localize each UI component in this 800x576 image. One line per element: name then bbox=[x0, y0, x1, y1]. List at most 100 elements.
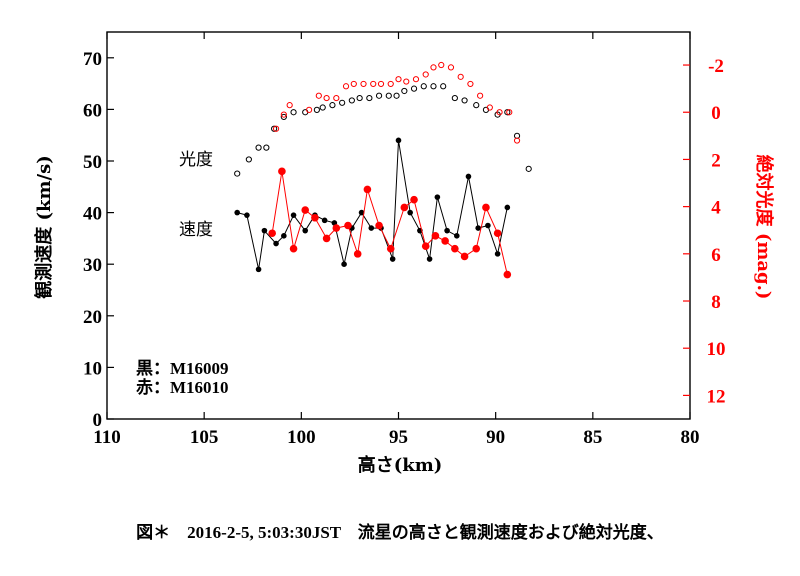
x-tick-label: 100 bbox=[287, 427, 316, 448]
data-point bbox=[358, 209, 365, 216]
y-right-tick-label: 6 bbox=[711, 245, 721, 266]
x-tick-label: 80 bbox=[681, 427, 700, 448]
y-right-tick-label: 4 bbox=[711, 198, 721, 219]
series-layer bbox=[234, 61, 532, 279]
data-point bbox=[477, 92, 484, 99]
data-point bbox=[434, 194, 441, 200]
data-point bbox=[473, 102, 480, 109]
x-tick-label: 95 bbox=[389, 427, 408, 448]
data-point bbox=[438, 61, 445, 69]
data-point bbox=[255, 144, 262, 151]
data-point bbox=[301, 206, 310, 214]
data-point bbox=[494, 251, 501, 257]
y-right-tick-label: 8 bbox=[711, 292, 721, 313]
data-point bbox=[356, 94, 363, 102]
data-point bbox=[289, 244, 298, 253]
data-point bbox=[461, 97, 468, 104]
y-right-tick-label: 10 bbox=[707, 339, 726, 360]
data-point bbox=[377, 80, 385, 88]
data-point bbox=[460, 252, 469, 261]
x-tick-label: 85 bbox=[583, 427, 602, 448]
data-point bbox=[467, 80, 474, 88]
data-point bbox=[387, 80, 394, 88]
data-point bbox=[313, 106, 320, 113]
data-point bbox=[444, 227, 450, 234]
data-point bbox=[407, 209, 413, 216]
data-point bbox=[403, 78, 410, 85]
y-left-tick-label: 70 bbox=[83, 49, 102, 70]
data-point bbox=[339, 99, 346, 106]
data-point bbox=[341, 261, 347, 268]
data-point bbox=[504, 109, 511, 116]
data-point bbox=[465, 173, 472, 180]
y-axis-right-title: 絶対光度 (mag.) bbox=[753, 155, 775, 300]
data-point bbox=[286, 102, 293, 109]
data-point bbox=[368, 225, 375, 231]
data-point bbox=[475, 225, 481, 231]
legend-red: 赤：M16010 bbox=[136, 377, 229, 397]
meteor-chart: 110 105 100 95 90 85 80 0 10 20 30 40 50 60 70 -2 0 2 4 6 8 1… bbox=[33, 31, 775, 476]
data-point bbox=[280, 111, 287, 118]
data-point bbox=[344, 221, 352, 230]
data-point bbox=[322, 234, 331, 243]
data-point bbox=[273, 240, 279, 247]
data-point bbox=[395, 137, 402, 144]
data-point bbox=[360, 80, 367, 88]
y-axis-left-title: 観測速度 (km/s) bbox=[33, 155, 55, 299]
x-tick-label: 105 bbox=[190, 427, 219, 448]
y-right-tick-label: 2 bbox=[711, 150, 721, 171]
data-point bbox=[271, 125, 278, 132]
data-point bbox=[321, 217, 328, 224]
data-point bbox=[422, 71, 429, 78]
data-point bbox=[385, 92, 392, 99]
series-line-3 bbox=[271, 171, 508, 275]
y-right-tick-label: 0 bbox=[711, 103, 721, 124]
data-point bbox=[454, 233, 460, 239]
data-point bbox=[482, 203, 490, 212]
data-point bbox=[525, 165, 532, 172]
data-point bbox=[263, 144, 270, 151]
data-point bbox=[440, 83, 447, 90]
data-point bbox=[486, 104, 493, 111]
data-point bbox=[457, 73, 464, 80]
data-point bbox=[366, 94, 373, 102]
data-point bbox=[268, 229, 276, 238]
data-point bbox=[234, 170, 241, 177]
data-point bbox=[261, 227, 268, 234]
data-point bbox=[281, 233, 287, 239]
data-point bbox=[348, 97, 355, 104]
data-point bbox=[311, 213, 319, 222]
x-axis-title: 高さ(km) bbox=[358, 454, 443, 476]
data-point bbox=[342, 83, 350, 90]
data-point bbox=[234, 209, 241, 216]
data-point bbox=[395, 76, 402, 83]
data-point bbox=[375, 92, 383, 99]
axes-layer: 110 105 100 95 90 85 80 0 10 20 30 40 50 60 70 -2 0 2 4 6 8 1… bbox=[83, 31, 726, 448]
y-left-tick-label: 60 bbox=[83, 100, 102, 121]
data-point bbox=[496, 109, 503, 116]
y-right-tick-label: -2 bbox=[708, 56, 724, 77]
x-tick-label: 90 bbox=[486, 427, 505, 448]
data-point bbox=[430, 83, 437, 90]
data-point bbox=[493, 229, 502, 238]
data-point bbox=[410, 195, 418, 204]
y-left-tick-label: 50 bbox=[83, 152, 102, 173]
data-point bbox=[255, 266, 262, 273]
data-point bbox=[350, 80, 357, 88]
legend-black: 黒：M16009 bbox=[136, 359, 229, 378]
data-point bbox=[447, 64, 455, 71]
y-left-tick-label: 20 bbox=[83, 307, 102, 328]
data-point bbox=[290, 212, 297, 218]
data-point bbox=[245, 156, 252, 163]
y-left-tick-label: 0 bbox=[93, 410, 103, 431]
data-point bbox=[306, 106, 313, 113]
data-point bbox=[389, 256, 396, 262]
data-point bbox=[412, 76, 420, 83]
y-left-tick-label: 30 bbox=[83, 255, 102, 276]
data-point bbox=[353, 250, 362, 258]
data-point bbox=[431, 232, 440, 240]
text-layer: 光度 速度 黒：M16009 赤：M16010 高さ(km) 観測速度 (km/… bbox=[33, 150, 775, 476]
data-point bbox=[333, 94, 340, 102]
data-point bbox=[370, 80, 377, 88]
data-point bbox=[315, 92, 322, 99]
